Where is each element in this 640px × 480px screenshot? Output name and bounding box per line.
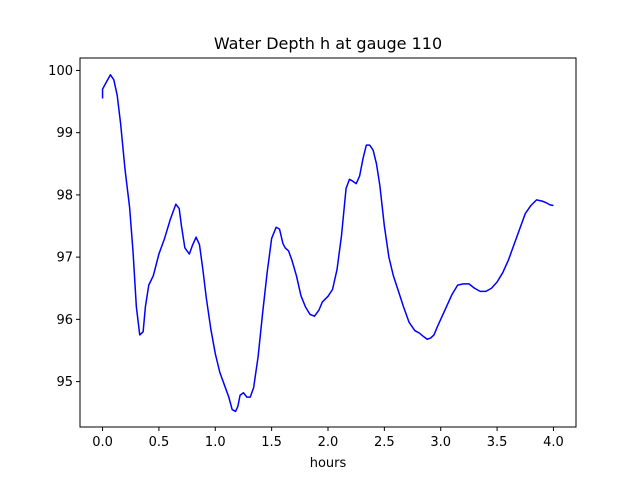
x-tick-label: 0.5 <box>149 435 170 450</box>
y-tick-label: 97 <box>56 251 73 266</box>
x-tick-label: 2.0 <box>318 435 339 450</box>
x-tick-label: 1.5 <box>261 435 282 450</box>
x-tick-label: 1.0 <box>205 435 226 450</box>
x-tick-label: 3.0 <box>430 435 451 450</box>
x-axis-label: hours <box>310 456 347 471</box>
series-line-0 <box>101 74 554 413</box>
y-tick-label: 100 <box>48 64 73 79</box>
x-tick-label: 3.5 <box>487 435 508 450</box>
x-tick-label: 4.0 <box>543 435 564 450</box>
y-tick-label: 99 <box>56 126 73 141</box>
x-axis: 0.0 0.5 1.0 1.5 2.0 2.5 3.0 3.5 4.0 <box>92 427 564 450</box>
chart-title: Water Depth h at gauge 110 <box>214 34 442 53</box>
y-tick-label: 95 <box>56 375 73 390</box>
y-axis: 95 96 97 98 99 100 <box>48 64 80 390</box>
plot-frame <box>79 57 577 428</box>
y-tick-label: 96 <box>56 313 73 328</box>
plot-area <box>101 74 554 413</box>
y-tick-label: 98 <box>56 188 73 203</box>
x-tick-label: 0.0 <box>92 435 113 450</box>
x-tick-label: 2.5 <box>374 435 395 450</box>
